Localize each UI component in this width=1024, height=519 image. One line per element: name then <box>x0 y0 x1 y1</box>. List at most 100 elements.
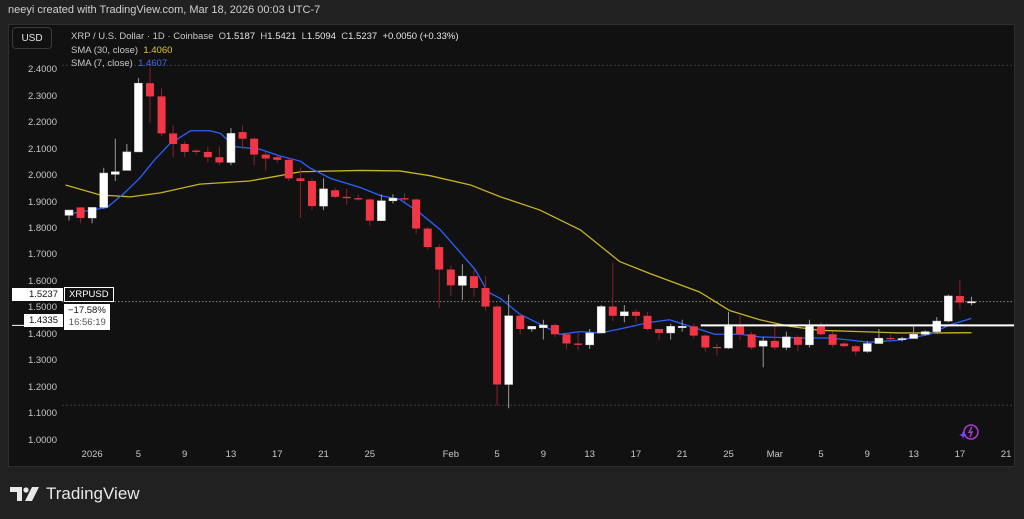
lightning-icon[interactable] <box>958 421 980 443</box>
candle-up <box>863 343 872 352</box>
candle-down <box>446 269 455 286</box>
candle-up <box>388 197 398 202</box>
time-tick-label: 21 <box>676 449 688 460</box>
candle-up <box>87 207 97 219</box>
candle-down <box>307 180 316 207</box>
time-tick-label: 13 <box>584 449 595 460</box>
sma7-line <box>68 130 972 343</box>
candle-down <box>550 325 559 335</box>
low-value: 1.5094 <box>306 31 336 42</box>
candle-down <box>655 328 664 333</box>
candle-down <box>215 157 224 163</box>
candle-down <box>828 334 837 345</box>
candle-up <box>377 200 386 221</box>
candle-down <box>886 337 895 340</box>
candle-up <box>585 332 594 346</box>
legend-sma30[interactable]: SMA (30, close) 1.4060 <box>71 44 459 58</box>
candle-down <box>157 96 166 134</box>
chart-legend: XRP / U.S. Dollar · 1D · Coinbase O1.518… <box>71 30 459 71</box>
time-tick-label: 9 <box>864 449 870 460</box>
time-tick-label: 9 <box>540 449 547 460</box>
sma7-value: 1.4607 <box>138 58 168 69</box>
time-tick-label: 25 <box>723 449 734 460</box>
candle-down <box>296 178 305 181</box>
current-price-label: 1.5237 <box>12 288 63 301</box>
time-tick-label: 17 <box>954 449 966 460</box>
candle-down <box>631 311 640 316</box>
candle-up <box>920 331 930 335</box>
price-tick-label: 2.3000 <box>27 90 57 102</box>
candle-up <box>319 188 328 207</box>
price-tick-label: 2.0000 <box>27 170 57 182</box>
time-tick-label: Feb <box>442 449 459 460</box>
chart-panel[interactable] <box>8 24 1015 467</box>
price-tick-label: 1.4000 <box>27 328 57 340</box>
candle-up <box>226 133 236 163</box>
candle-up <box>909 334 918 339</box>
candle-down <box>770 340 779 348</box>
candle-up <box>897 338 907 340</box>
candle-up <box>782 336 791 348</box>
candle-up <box>134 82 143 153</box>
candle-up <box>111 171 120 175</box>
candle-down <box>250 138 259 155</box>
price-tick-label: 2.4000 <box>27 64 57 76</box>
sma7-label: SMA (7, close) <box>71 58 133 69</box>
candle-up <box>677 326 687 328</box>
candle-down <box>608 306 617 316</box>
candle-down <box>192 150 201 152</box>
price-tick-label: 1.3000 <box>27 355 57 367</box>
candle-down <box>145 83 154 97</box>
price-tick-label: 1.6000 <box>27 275 57 287</box>
price-tick-label: 2.1000 <box>27 143 57 155</box>
tradingview-logo[interactable]: TradingView <box>10 484 140 504</box>
symbol-tag: XRPUSD <box>64 287 114 302</box>
candle-down <box>562 334 571 344</box>
open-value: 1.5187 <box>226 31 256 42</box>
time-tick-label: 17 <box>271 449 283 460</box>
candle-down <box>273 157 282 160</box>
candle-down <box>701 335 710 348</box>
currency-button[interactable]: USD <box>12 27 52 49</box>
candle-down <box>284 159 293 179</box>
legend-symbol[interactable]: XRP / U.S. Dollar · 1D · Coinbase <box>71 31 214 42</box>
tradingview-logo-icon <box>10 487 39 501</box>
legend-ohlc-row: XRP / U.S. Dollar · 1D · Coinbase O1.518… <box>71 30 459 44</box>
candle-down <box>261 154 270 159</box>
price-tick-label: 1.0000 <box>27 434 57 446</box>
bar-countdown: 16:56:19 <box>68 317 106 328</box>
price-tick-label: 2.2000 <box>27 117 57 129</box>
legend-sma7[interactable]: SMA (7, close) 1.4607 <box>71 57 459 71</box>
candle-down <box>238 132 247 139</box>
time-tick-label: 5 <box>135 449 142 460</box>
price-tick-label: 1.1000 <box>27 408 57 420</box>
price-tick-label: 1.5000 <box>27 302 57 314</box>
candle-down <box>331 190 340 197</box>
candle-down <box>736 326 745 335</box>
time-tick-label: Mar <box>766 449 783 460</box>
time-tick-label: 13 <box>225 449 237 460</box>
candle-down <box>689 326 698 336</box>
candle-down <box>435 247 444 270</box>
candle-up <box>724 326 733 349</box>
candle-up <box>527 326 537 330</box>
change-value: +0.0050 (+0.33%) <box>382 31 459 42</box>
low-label: L <box>301 31 307 42</box>
price-tick-label: 1.9000 <box>27 196 57 208</box>
price-tick-label: 1.7000 <box>27 249 57 261</box>
candle-down <box>180 143 189 152</box>
candle-up <box>596 306 606 334</box>
candle-up <box>805 326 814 346</box>
candle-down <box>840 343 849 347</box>
candle-up <box>620 311 629 317</box>
candle-down <box>203 151 212 158</box>
candle-up <box>666 326 675 334</box>
candle-up <box>758 340 768 347</box>
candle-up <box>944 295 953 322</box>
candle-down <box>851 346 860 352</box>
candle-up <box>122 151 132 171</box>
close-value: 1.5237 <box>348 31 378 42</box>
candle-down <box>169 133 178 144</box>
time-tick-label: 13 <box>908 449 919 460</box>
